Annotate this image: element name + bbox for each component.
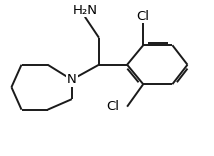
Text: Cl: Cl <box>137 10 150 23</box>
Text: Cl: Cl <box>106 100 119 113</box>
Text: N: N <box>67 73 77 86</box>
Text: H₂N: H₂N <box>72 4 97 17</box>
